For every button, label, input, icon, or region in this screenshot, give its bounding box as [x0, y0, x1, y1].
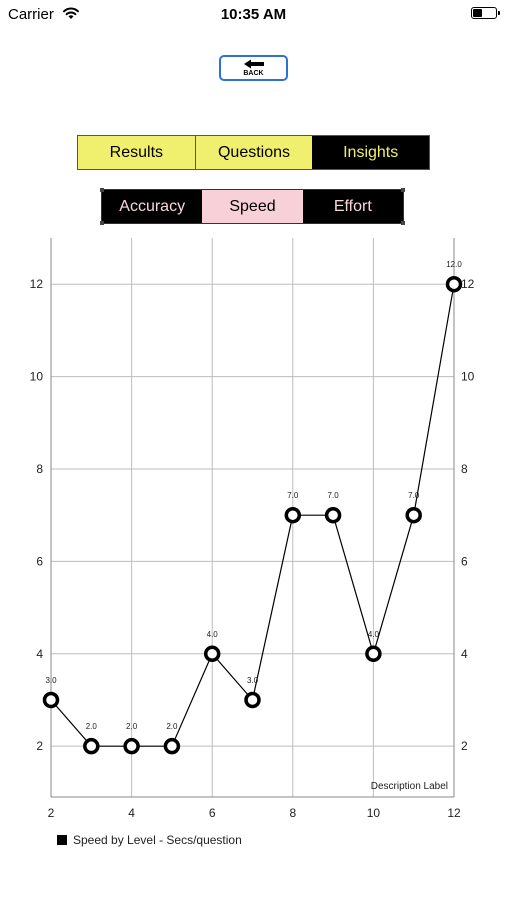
selection-handle [100, 221, 104, 225]
main-tab-bar: Results Questions Insights [77, 135, 430, 170]
data-point [365, 645, 382, 663]
y-tick-label-left: 12 [30, 277, 44, 291]
selection-handle [401, 188, 405, 192]
selection-handle [100, 188, 104, 192]
data-point [203, 645, 221, 663]
y-tick-label-left: 2 [36, 739, 43, 753]
data-label: 7.0 [287, 491, 299, 500]
y-tick-label-left: 8 [36, 462, 43, 476]
data-label: 2.0 [86, 722, 98, 731]
data-point [324, 506, 342, 524]
data-point [284, 506, 302, 524]
x-tick-label: 10 [367, 806, 381, 820]
speed-line-chart: 2 4 6 8 10 12 2 2 4 4 6 6 8 8 10 10 12 12 Description Labe… [30, 238, 475, 820]
tab-questions[interactable]: Questions [194, 136, 313, 169]
wifi-icon [63, 7, 79, 19]
data-point [405, 506, 422, 524]
y-tick-label-right: 12 [461, 277, 475, 291]
data-label: 2.0 [166, 722, 178, 731]
data-point [123, 737, 140, 755]
y-tick-label-right: 10 [461, 370, 475, 384]
data-point [163, 737, 181, 755]
data-label: 12.0 [446, 260, 462, 269]
data-label: 3.0 [247, 676, 259, 685]
data-point [445, 275, 463, 293]
legend-swatch [57, 835, 67, 845]
status-time: 10:35 AM [220, 6, 287, 23]
y-tick-label-right: 2 [461, 739, 468, 753]
data-label: 7.0 [328, 491, 340, 500]
y-tick-label-right: 8 [461, 462, 468, 476]
data-label: 2.0 [126, 722, 138, 731]
battery-icon [471, 7, 500, 19]
arrow-left-icon [243, 59, 264, 68]
y-tick-label-right: 6 [461, 554, 468, 568]
tab-results[interactable]: Results [78, 136, 195, 169]
legend-label: Speed by Level - Secs/question [73, 833, 242, 847]
data-label: 3.0 [45, 676, 57, 685]
data-point [42, 691, 60, 709]
x-tick-label: 8 [289, 806, 296, 820]
metric-tab-bar: Accuracy Speed Effort [100, 188, 405, 225]
tab-speed[interactable]: Speed [202, 190, 303, 223]
y-tick-label-right: 4 [461, 647, 468, 661]
tab-accuracy[interactable]: Accuracy [102, 190, 203, 223]
tab-effort[interactable]: Effort [302, 190, 403, 223]
description-label: Description Label [371, 781, 448, 792]
data-point [83, 737, 100, 755]
tab-insights[interactable]: Insights [312, 136, 430, 169]
y-tick-label-left: 4 [36, 647, 43, 661]
data-label: 4.0 [207, 630, 219, 639]
back-button-label: BACK [243, 69, 264, 77]
x-tick-label: 12 [447, 806, 461, 820]
data-point [244, 691, 261, 709]
carrier-label: Carrier [8, 6, 54, 23]
selection-handle [401, 221, 405, 225]
back-button[interactable]: BACK [219, 55, 288, 81]
data-label: 7.0 [408, 491, 420, 500]
status-bar: Carrier 10:35 AM [0, 0, 507, 28]
y-tick-label-left: 6 [36, 554, 43, 568]
data-label: 4.0 [368, 630, 380, 639]
chart-legend: Speed by Level - Secs/question [57, 833, 242, 847]
x-tick-label: 2 [48, 806, 55, 820]
x-tick-label: 4 [128, 806, 135, 820]
x-tick-label: 6 [209, 806, 216, 820]
y-tick-label-left: 10 [30, 370, 44, 384]
